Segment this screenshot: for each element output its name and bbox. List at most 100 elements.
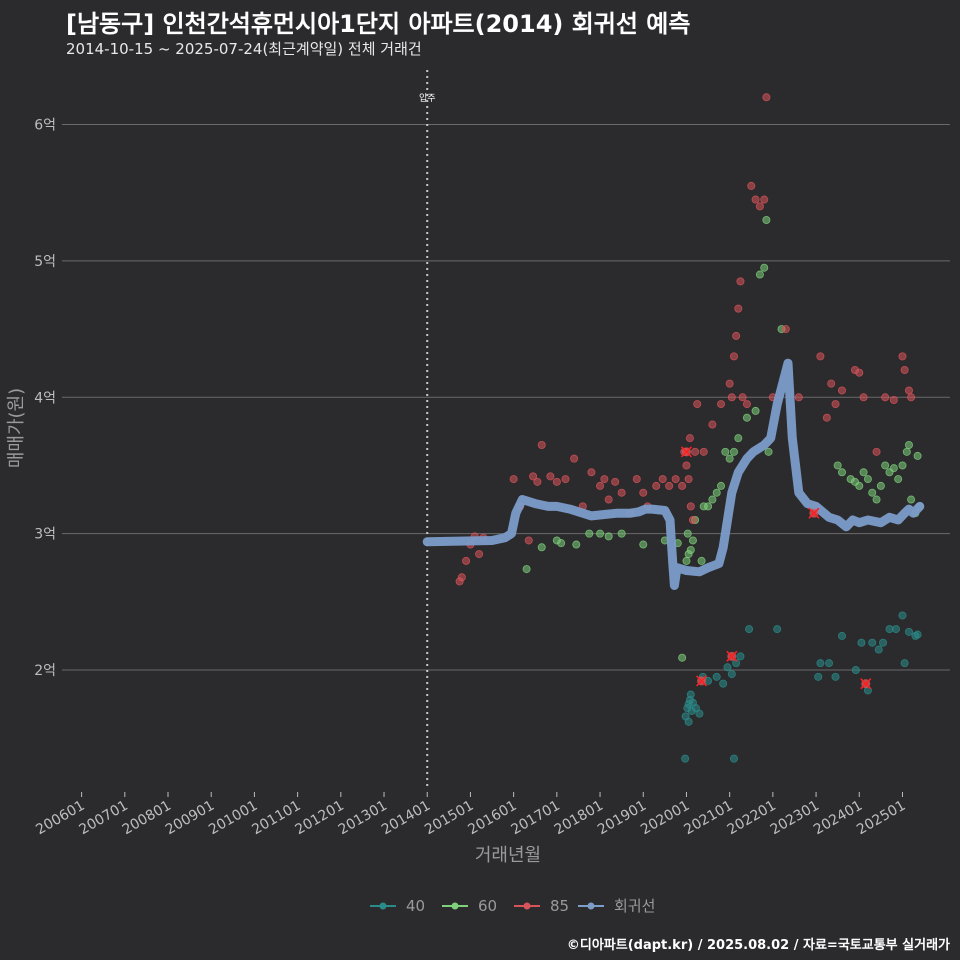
point-40 — [729, 754, 738, 763]
highlight-cross-b — [808, 507, 820, 519]
point-60 — [712, 488, 721, 497]
point-60 — [898, 461, 907, 470]
x-tick-label: 201301 — [336, 798, 390, 839]
point-60 — [617, 529, 626, 538]
point-40 — [913, 630, 922, 639]
point-85 — [685, 434, 694, 443]
x-tick-label: 200701 — [77, 798, 131, 839]
regression-path — [422, 358, 925, 590]
point-85 — [678, 481, 687, 490]
point-60 — [686, 546, 695, 555]
point-60 — [729, 447, 738, 456]
point-60 — [913, 451, 922, 460]
point-60 — [688, 536, 697, 545]
point-60 — [881, 461, 890, 470]
point-60 — [734, 434, 743, 443]
highlight-marker — [808, 507, 820, 519]
point-85 — [617, 488, 626, 497]
point-85 — [587, 468, 596, 477]
x-tick-label: 200601 — [33, 798, 87, 839]
point-85 — [671, 475, 680, 484]
point-85 — [751, 195, 760, 204]
point-85 — [794, 393, 803, 402]
point-60 — [697, 556, 706, 565]
legend-dot — [523, 902, 531, 910]
point-85 — [708, 420, 717, 429]
point-85 — [742, 400, 751, 409]
point-40 — [879, 638, 888, 647]
point-40 — [831, 672, 840, 681]
point-85 — [639, 488, 648, 497]
point-85 — [693, 400, 702, 409]
legend-dot — [379, 902, 387, 910]
point-40 — [898, 611, 907, 620]
legend: 40 60 85 회귀선 — [370, 897, 655, 915]
point-40 — [686, 690, 695, 699]
point-85 — [600, 475, 609, 484]
point-85 — [872, 447, 881, 456]
point-85 — [682, 461, 691, 470]
point-85 — [729, 352, 738, 361]
credit-line: ©디아파트(dapt.kr) / 2025.08.02 / 자료=국토교통부 실… — [566, 938, 950, 953]
point-85 — [552, 477, 561, 486]
x-axis-ticks: 2006012007012008012009012010012011012012… — [33, 792, 908, 838]
point-85 — [524, 536, 533, 545]
point-85 — [747, 181, 756, 190]
x-tick-label: 201801 — [552, 798, 606, 839]
legend-label: 60 — [478, 897, 497, 915]
point-85 — [859, 393, 868, 402]
point-40 — [868, 638, 877, 647]
point-85 — [881, 393, 890, 402]
point-40 — [684, 717, 693, 726]
point-85 — [725, 379, 734, 388]
point-60 — [863, 475, 872, 484]
point-85 — [755, 202, 764, 211]
point-60 — [678, 653, 687, 662]
point-85 — [686, 502, 695, 511]
point-40 — [727, 670, 736, 679]
point-60 — [682, 556, 691, 565]
regression-line — [422, 358, 925, 590]
legend-entry-40: 40 — [370, 897, 425, 915]
grid-lines — [62, 124, 950, 671]
point-85 — [570, 454, 579, 463]
x-axis-title: 거래년월 — [475, 845, 541, 866]
legend-label: 40 — [406, 897, 425, 915]
point-40 — [712, 672, 721, 681]
point-60 — [572, 540, 581, 549]
point-60 — [721, 447, 730, 456]
point-60 — [762, 215, 771, 224]
point-40 — [723, 663, 732, 672]
point-85 — [900, 365, 909, 374]
highlight-markers — [680, 446, 872, 690]
x-tick-label: 202301 — [768, 798, 822, 839]
x-tick-label: 200801 — [120, 798, 174, 839]
point-85 — [699, 447, 708, 456]
y-axis-ticks: 2억 3억 4억 5억 6억 — [34, 118, 56, 679]
point-40 — [837, 631, 846, 640]
point-40 — [773, 625, 782, 634]
point-85 — [596, 481, 605, 490]
point-85 — [831, 400, 840, 409]
x-tick-label: 200901 — [163, 798, 217, 839]
y-tick-label: 5억 — [34, 254, 56, 270]
point-40 — [695, 709, 704, 718]
point-60 — [902, 447, 911, 456]
move-in-annotation: 입주 — [419, 70, 436, 790]
point-85 — [816, 352, 825, 361]
point-60 — [596, 529, 605, 538]
point-85 — [652, 481, 661, 490]
point-85 — [727, 393, 736, 402]
point-85 — [658, 475, 667, 484]
scatter-points — [455, 93, 924, 763]
point-40 — [904, 627, 913, 636]
move-in-label: 입주 — [419, 92, 436, 104]
x-tick-label: 201601 — [465, 798, 519, 839]
point-40 — [681, 754, 690, 763]
highlight-marker — [860, 678, 872, 690]
x-tick-label: 202501 — [854, 798, 908, 839]
point-60 — [855, 481, 864, 490]
point-60 — [522, 565, 531, 574]
point-60 — [904, 440, 913, 449]
